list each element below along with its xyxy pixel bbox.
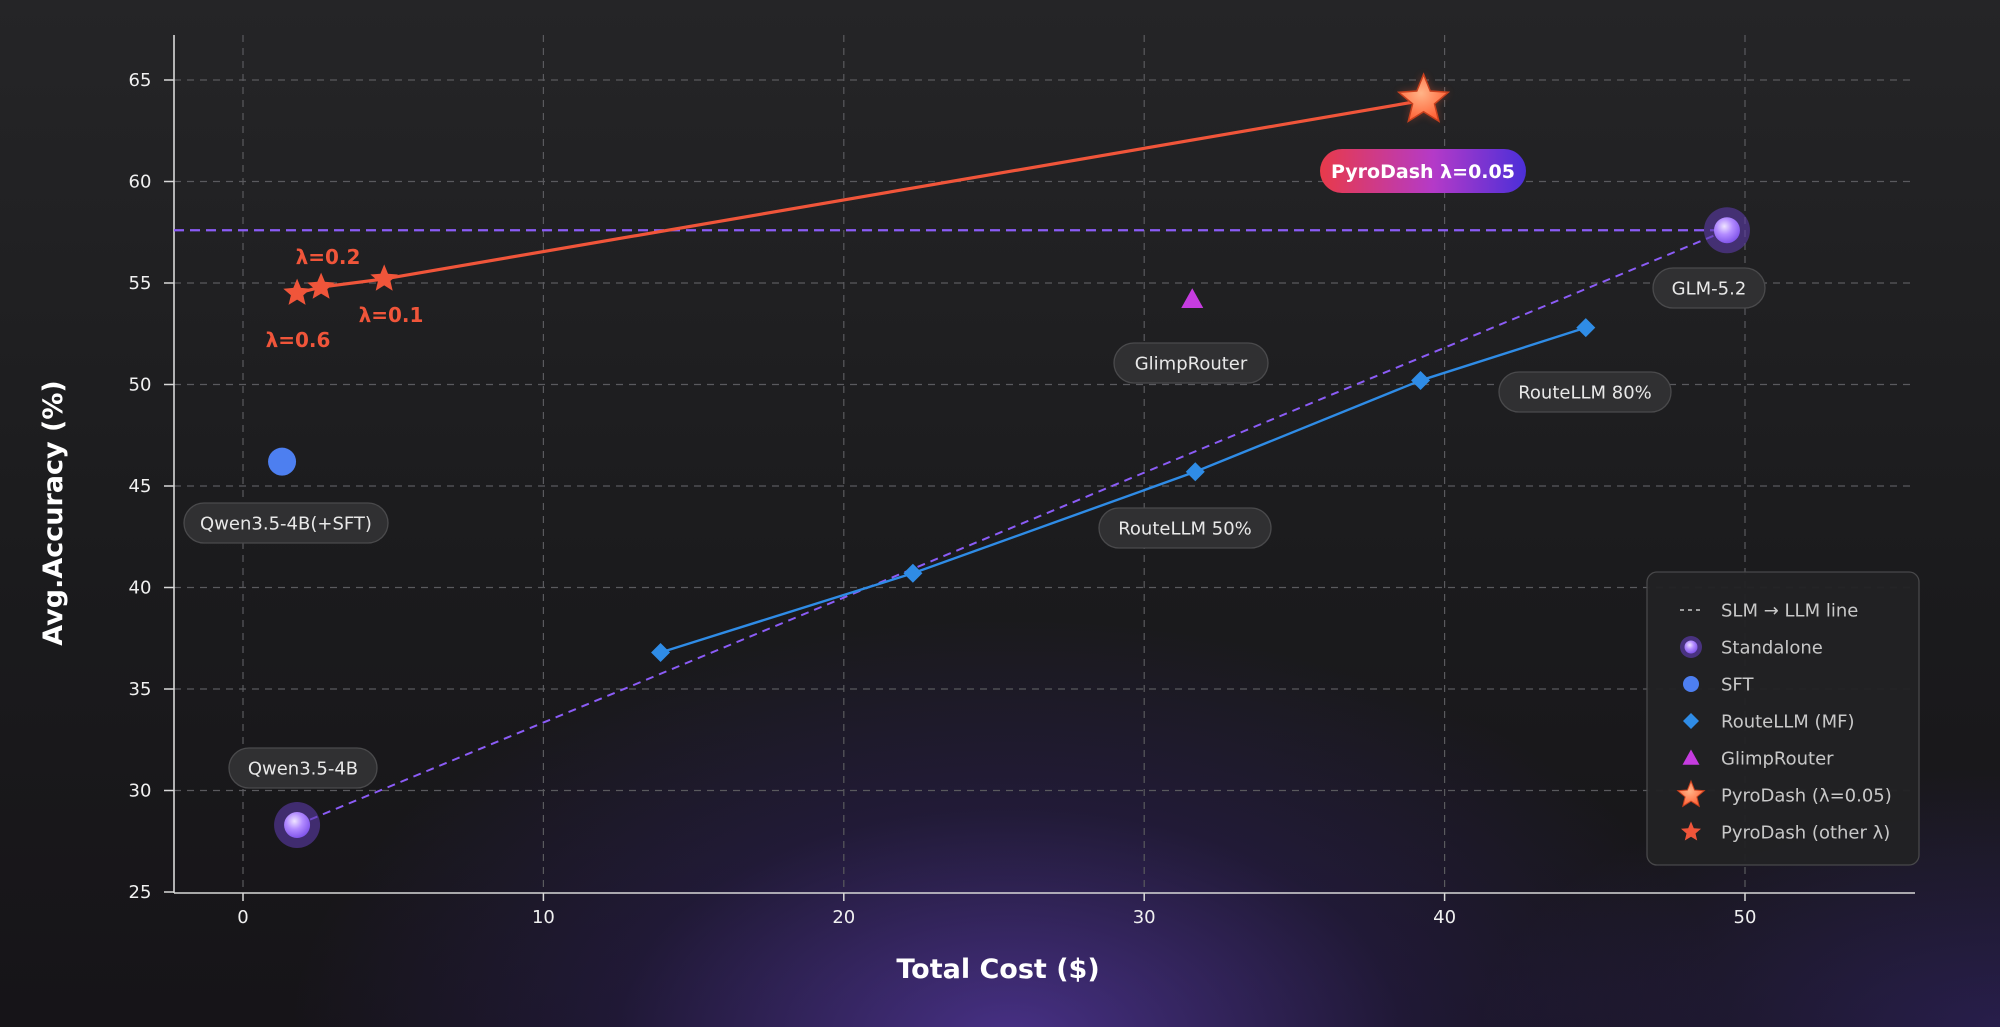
pyrodash-point [370, 264, 398, 291]
legend-swatch-routellm [1683, 713, 1699, 729]
x-tick-label: 40 [1433, 907, 1456, 928]
label-qwen-sft: Qwen3.5-4B(+SFT) [183, 502, 389, 544]
legend-label: SFT [1721, 675, 1754, 696]
legend-item: PyroDash (λ=0.05) [1676, 779, 1892, 808]
label-glm: GLM-5.2 [1652, 267, 1766, 309]
label-glm-bg [1652, 267, 1766, 309]
label-qwen-sft-text: Qwen3.5-4B(+SFT) [200, 514, 372, 535]
label-pyrodash-best: PyroDash λ=0.05 [1320, 149, 1526, 193]
y-tick-label: 40 [129, 578, 152, 599]
label-qwen-base: Qwen3.5-4B [228, 747, 378, 789]
legend: SLM → LLM line Standalone SFT RouteLLM (MF)… [1646, 571, 1920, 866]
label-routellm-80-bg [1498, 371, 1672, 413]
legend-swatch-standalone [1684, 640, 1698, 654]
label-glimprouter-text: GlimpRouter [1135, 354, 1248, 375]
routellm-point [1185, 462, 1205, 482]
legend-label: GlimpRouter [1721, 749, 1834, 770]
standalone-point [1713, 217, 1740, 244]
lambda-label: λ=0.2 [296, 245, 361, 269]
legend-label: SLM → LLM line [1721, 601, 1858, 622]
glimprouter-point [1181, 288, 1204, 309]
y-tick-label: 45 [129, 476, 152, 497]
label-qwen-base-bg [228, 747, 378, 789]
pyrodash-best-point [1396, 72, 1451, 123]
x-tick-label: 30 [1133, 907, 1156, 928]
x-tick-label: 20 [832, 907, 855, 928]
legend-swatch-sft [1683, 676, 1699, 692]
pyrodash-line [296, 98, 1424, 295]
grid [174, 35, 1915, 893]
axes: 0 10 20 30 40 50 25 30 35 40 45 50 55 60 65 Total Cost … [38, 35, 1915, 985]
standalone-point [284, 812, 311, 839]
label-glimprouter-bg [1113, 342, 1269, 384]
legend-label: RouteLLM (MF) [1721, 712, 1855, 733]
pyrodash-point [307, 272, 335, 299]
pyrodash-point [283, 278, 311, 305]
legend-item: SLM → LLM line [1680, 601, 1858, 622]
label-routellm-80-text: RouteLLM 80% [1518, 383, 1652, 404]
y-axis-title: Avg.Accuracy (%) [38, 380, 69, 646]
label-routellm-50-text: RouteLLM 50% [1118, 519, 1252, 540]
data-labels: Qwen3.5-4B GLM-5.2 Qwen3.5-4B(+SFT) GlimpRo… [183, 149, 1766, 789]
y-tick-label: 25 [129, 882, 152, 903]
label-routellm-80: RouteLLM 80% [1498, 371, 1672, 413]
x-tick-label: 50 [1734, 907, 1757, 928]
legend-item: SFT [1683, 675, 1754, 696]
x-tick-label: 0 [237, 907, 248, 928]
sft-point [268, 447, 297, 476]
legend-item: Standalone [1680, 636, 1823, 659]
label-qwen-base-text: Qwen3.5-4B [248, 759, 358, 780]
routellm-point [651, 642, 671, 662]
label-glimprouter: GlimpRouter [1113, 342, 1269, 384]
legend-label: Standalone [1721, 638, 1823, 659]
x-tick-label: 10 [532, 907, 555, 928]
legend-label: PyroDash (other λ) [1721, 823, 1890, 844]
legend-item: GlimpRouter [1682, 749, 1834, 770]
data-markers [268, 72, 1750, 849]
label-qwen-sft-bg [183, 502, 389, 544]
label-pyrodash-best-text: PyroDash λ=0.05 [1331, 161, 1515, 183]
legend-swatch-pyrodash [1681, 821, 1701, 841]
y-tick-label: 30 [129, 781, 152, 802]
legend-label: PyroDash (λ=0.05) [1721, 786, 1892, 807]
label-pyrodash-best-bg [1320, 149, 1526, 193]
series-lines [174, 98, 1728, 826]
y-tick-label: 55 [129, 273, 152, 294]
label-routellm-50-bg [1098, 507, 1272, 549]
legend-swatch-glimprouter [1682, 749, 1700, 765]
legend-swatch-pyrodash-best [1676, 779, 1706, 808]
y-tick-label: 50 [129, 375, 152, 396]
routellm-point [903, 563, 923, 583]
y-tick-label: 35 [129, 679, 152, 700]
slm-llm-diagonal [296, 229, 1728, 826]
y-tick-label: 60 [129, 172, 152, 193]
y-tick-label: 65 [129, 70, 152, 91]
legend-box [1646, 571, 1920, 866]
label-glm-text: GLM-5.2 [1672, 279, 1747, 300]
lambda-label: λ=0.6 [266, 328, 331, 352]
legend-item: PyroDash (other λ) [1681, 821, 1890, 844]
legend-item: RouteLLM (MF) [1683, 712, 1855, 733]
lambda-label: λ=0.1 [359, 303, 424, 327]
x-axis-title: Total Cost ($) [896, 954, 1099, 985]
label-routellm-50: RouteLLM 50% [1098, 507, 1272, 549]
routellm-point [1411, 370, 1431, 390]
routellm-point [1576, 318, 1596, 338]
